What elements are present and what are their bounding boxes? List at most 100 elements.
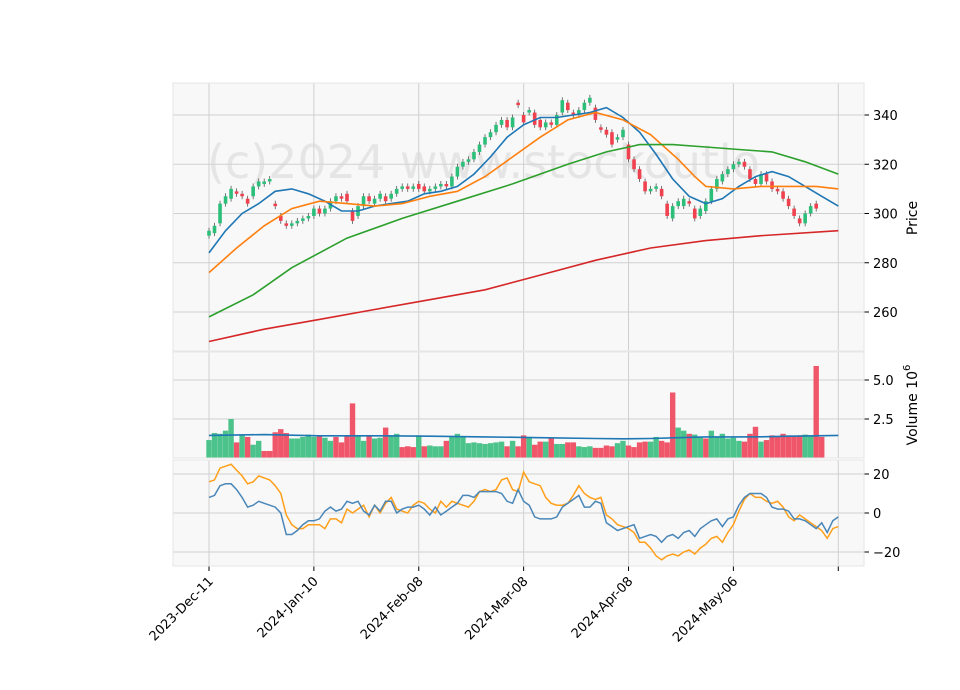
candle-body: [383, 196, 388, 202]
volume-tick-label: 2.5: [873, 413, 894, 428]
candle-body: [361, 196, 366, 207]
candle-body: [659, 188, 664, 197]
price-tick-label: 280: [873, 257, 898, 272]
volume-bar: [807, 435, 814, 458]
volume-bar: [647, 441, 654, 458]
volume-bar: [664, 442, 670, 458]
candle-body: [582, 102, 587, 111]
volume-bar: [333, 436, 339, 458]
volume-bar: [537, 441, 543, 458]
candle-body: [599, 127, 603, 130]
candle-body: [350, 211, 355, 221]
candle-body: [394, 188, 399, 194]
volume-bar: [482, 443, 488, 458]
volume-bar: [548, 438, 554, 458]
price-panel: [173, 83, 864, 351]
volume-bar: [233, 442, 240, 458]
moving-average-line: [208, 143, 839, 318]
volume-bar: [609, 446, 615, 458]
volume-bar: [763, 440, 770, 458]
candle-body: [218, 203, 222, 224]
candle-body: [648, 188, 653, 192]
volume-bar: [421, 446, 427, 458]
candle-body: [687, 201, 692, 204]
volume-bar: [692, 434, 698, 458]
candle-body: [256, 181, 261, 187]
candle-body: [405, 186, 410, 189]
candle-body: [704, 201, 708, 212]
volume-bar: [813, 365, 819, 458]
volume-bar: [531, 444, 538, 458]
candle-body: [339, 196, 344, 199]
volume-bar: [360, 440, 367, 458]
volume-bar: [355, 435, 361, 458]
volume-bar: [382, 427, 389, 458]
volume-bar: [570, 442, 577, 458]
candle-body: [262, 181, 266, 184]
volume-bar: [300, 436, 306, 458]
moving-average-line: [208, 229, 839, 343]
volume-bar: [432, 446, 439, 458]
volume-bar: [272, 432, 278, 458]
candle-body: [626, 144, 631, 160]
candle-body: [267, 179, 272, 182]
volume-bar: [725, 438, 731, 458]
volume-bar: [708, 430, 715, 458]
candle-body: [323, 208, 327, 214]
volume-bar: [206, 440, 212, 458]
panel-frame: [172, 82, 865, 352]
candle-body: [538, 119, 542, 128]
candle-body: [245, 198, 250, 204]
volume-bar: [222, 430, 229, 458]
volume-bar: [565, 442, 571, 458]
volume-bar: [338, 442, 345, 458]
volume-bar: [371, 438, 378, 458]
volume-bar: [487, 443, 494, 458]
price-tick-label: 300: [873, 208, 898, 223]
volume-bar: [785, 435, 792, 458]
candle-body: [240, 193, 244, 197]
volume-bar: [344, 436, 350, 458]
candle-body: [312, 208, 316, 216]
candle-body: [450, 176, 454, 187]
candle-body: [488, 132, 493, 138]
candle-body: [615, 137, 620, 140]
volume-bar: [559, 443, 565, 458]
candle-body: [676, 201, 680, 207]
candle-body: [400, 186, 404, 189]
volume-bar: [476, 443, 483, 458]
volume-bar: [217, 433, 223, 458]
candle-body: [720, 174, 725, 182]
candle-body: [505, 119, 509, 128]
volume-bar: [244, 436, 251, 458]
candle-body: [654, 186, 658, 189]
candle-body: [367, 196, 371, 202]
candle-body: [334, 196, 338, 202]
candle-body: [411, 186, 416, 189]
volume-bar: [416, 435, 422, 458]
candle-body: [278, 215, 283, 221]
candle-body: [588, 97, 592, 103]
candle-body: [792, 208, 796, 216]
volume-bar: [504, 446, 510, 458]
candle-body: [748, 169, 752, 180]
volume-bar: [509, 440, 516, 458]
candle-body: [389, 193, 393, 199]
volume-bar: [255, 440, 262, 458]
candle-body: [731, 164, 736, 170]
volume-bar: [278, 429, 284, 458]
candle-body: [499, 119, 504, 125]
candle-body: [212, 225, 217, 234]
candle-body: [604, 129, 609, 135]
price-tick-label: 260: [873, 306, 898, 321]
volume-bar: [631, 447, 637, 458]
x-tick-label: 2024-May-06: [670, 574, 741, 645]
candle-body: [753, 179, 758, 184]
volume-bar: [410, 447, 416, 458]
candle-body: [433, 186, 438, 189]
candle-body: [781, 191, 785, 199]
candle-body: [814, 203, 818, 209]
candle-body: [803, 213, 807, 224]
volume-bar: [543, 441, 549, 458]
